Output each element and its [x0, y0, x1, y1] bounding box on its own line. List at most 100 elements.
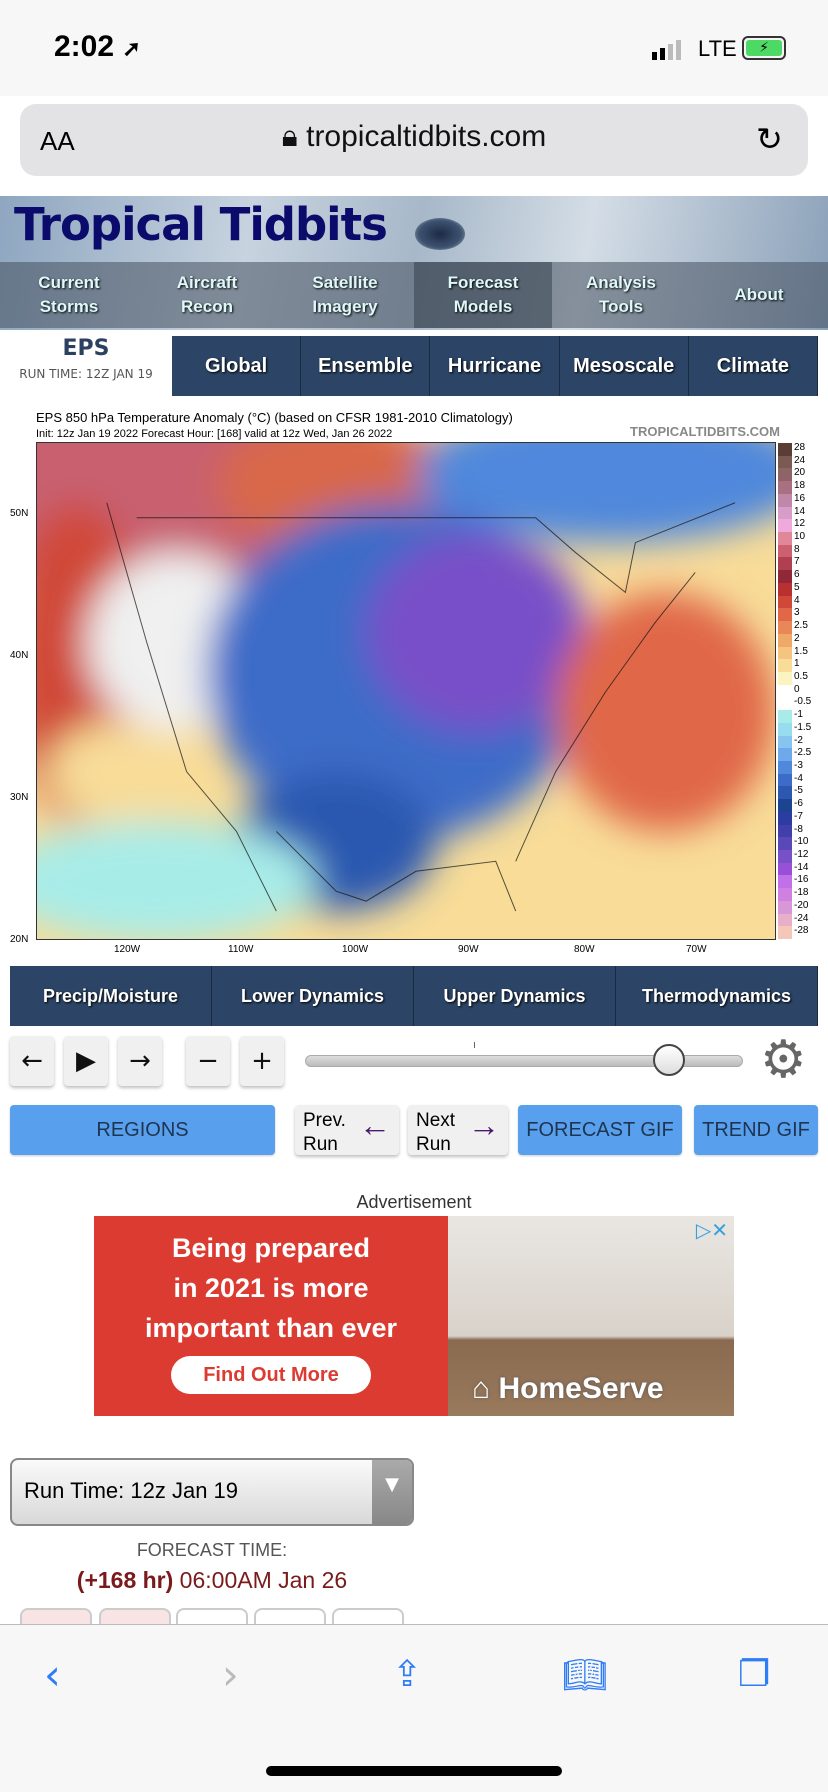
- colorbar-swatch: [778, 443, 792, 456]
- tab-upper-dynamics[interactable]: Upper Dynamics: [414, 966, 616, 1026]
- lon-label: 120W: [114, 944, 141, 955]
- colorbar-label: 1: [794, 658, 800, 670]
- colorbar-label: -16: [794, 874, 809, 886]
- colorbar-label: -28: [794, 925, 809, 937]
- zoom-in-button[interactable]: +: [240, 1036, 284, 1086]
- tab-mesoscale[interactable]: Mesoscale: [560, 336, 689, 396]
- colorbar-swatch: [778, 913, 792, 927]
- status-bar: [0, 0, 828, 96]
- ad-headline: important than ever: [144, 1313, 398, 1343]
- forecast-hour-slider[interactable]: [305, 1055, 743, 1067]
- colorbar-swatch: [778, 684, 792, 698]
- colorbar-swatch: [778, 760, 792, 774]
- colorbar-swatch: [778, 481, 792, 494]
- lon-label: 110W: [228, 944, 254, 955]
- colorbar-swatch: [778, 773, 792, 787]
- ad-close-icon[interactable]: ▷✕: [695, 1218, 728, 1242]
- colorbar-label: 5: [794, 581, 800, 593]
- nav-satellite-imagery[interactable]: Satellite Imagery: [312, 273, 378, 316]
- colorbar-label: 28: [794, 442, 806, 453]
- colorbar-swatch: [778, 837, 792, 850]
- gear-icon[interactable]: ⚙: [760, 1030, 807, 1090]
- colorbar-swatch: [778, 735, 792, 749]
- nav-forecast-models[interactable]: Forecast Models: [414, 262, 552, 328]
- colorbar-label: 16: [794, 492, 806, 504]
- colorbar-swatch: [778, 621, 792, 634]
- ad-brand: ⌂ HomeServe: [472, 1372, 664, 1405]
- prev-run-button[interactable]: Prev. Run ←: [295, 1105, 399, 1155]
- forward-icon[interactable]: ›: [222, 1650, 239, 1699]
- tab-lower-dynamics[interactable]: Lower Dynamics: [212, 966, 414, 1026]
- share-icon[interactable]: ⇪: [392, 1654, 423, 1695]
- colorbar-label: 0.5: [794, 670, 808, 682]
- nav-analysis-tools[interactable]: Analysis Tools: [586, 273, 656, 316]
- reload-icon[interactable]: ↻: [756, 120, 783, 158]
- colorbar-label: -8: [794, 823, 803, 835]
- colorbar-swatch: [778, 582, 792, 596]
- url-field[interactable]: 🔒︎ tropicaltidbits.com: [281, 120, 547, 153]
- colorbar-label: 4: [794, 594, 800, 606]
- lock-icon: 🔒︎: [281, 120, 298, 153]
- colorbar: [778, 443, 792, 940]
- colorbar-label: -14: [794, 861, 809, 873]
- network-type: LTE: [698, 36, 737, 61]
- tab-hurricane[interactable]: Hurricane: [430, 336, 560, 396]
- tabs-icon[interactable]: ❐: [738, 1654, 771, 1695]
- tab-global[interactable]: Global: [172, 336, 302, 396]
- colorbar-label: -1: [794, 709, 803, 721]
- text-size-button[interactable]: AA: [40, 126, 75, 156]
- play-button[interactable]: ▶: [64, 1036, 108, 1086]
- zoom-out-button[interactable]: −: [186, 1036, 230, 1086]
- lon-label: 80W: [574, 944, 595, 955]
- next-frame-button[interactable]: →: [118, 1036, 162, 1086]
- trend-gif-button[interactable]: TREND GIF: [694, 1105, 818, 1155]
- ad-cta-button[interactable]: Find Out More: [171, 1356, 371, 1394]
- regions-button[interactable]: REGIONS: [10, 1105, 275, 1155]
- site-logo[interactable]: Tropical Tidbits: [14, 198, 388, 251]
- hour-button[interactable]: [254, 1608, 326, 1638]
- colorbar-label: -12: [794, 849, 809, 860]
- temperature-anomaly-map[interactable]: [36, 442, 776, 940]
- colorbar-label: 3: [794, 607, 800, 619]
- tab-climate[interactable]: Climate: [689, 336, 819, 396]
- nav-current-storms[interactable]: Current Storms: [38, 273, 100, 316]
- colorbar-label: -1.5: [794, 721, 812, 733]
- forecast-gif-button[interactable]: FORECAST GIF: [518, 1105, 682, 1155]
- colorbar-label: 7: [794, 556, 800, 568]
- hour-button[interactable]: [332, 1608, 404, 1638]
- colorbar-swatch: [778, 659, 792, 672]
- slider-tick: [474, 1042, 475, 1048]
- run-time: RUN TIME: 12Z JAN 19: [19, 367, 153, 381]
- ad-image: ▷✕ ⌂ HomeServe: [448, 1216, 734, 1416]
- advertisement[interactable]: Being prepared in 2021 is more important…: [94, 1216, 734, 1416]
- colorbar-swatch: [778, 455, 792, 469]
- prev-frame-button[interactable]: ←: [10, 1036, 54, 1086]
- colorbar-label: -2: [794, 734, 803, 746]
- tab-ensemble[interactable]: Ensemble: [301, 336, 431, 396]
- back-icon[interactable]: ‹: [44, 1650, 61, 1699]
- ad-headline: in 2021 is more: [173, 1273, 369, 1303]
- slider-thumb[interactable]: [652, 1044, 685, 1076]
- tab-precip-moisture[interactable]: Precip/Moisture: [10, 966, 212, 1026]
- lon-label: 70W: [686, 944, 707, 955]
- colorbar-label: -10: [794, 836, 809, 848]
- colorbar-label: 14: [794, 505, 806, 517]
- nav-about[interactable]: About: [734, 285, 784, 304]
- location-arrow-icon: ➚: [122, 36, 141, 61]
- colorbar-swatch: [778, 722, 792, 736]
- nav-aircraft-recon[interactable]: Aircraft Recon: [176, 273, 238, 316]
- bookmarks-icon[interactable]: 📖︎: [562, 1655, 608, 1696]
- colorbar-swatch: [778, 710, 792, 723]
- ad-headline: Being prepared: [171, 1233, 371, 1263]
- next-run-button[interactable]: Next Run →: [408, 1105, 508, 1155]
- tab-thermodynamics[interactable]: Thermodynamics: [616, 966, 818, 1026]
- hurricane-eye-image: [415, 218, 465, 250]
- battery-charging-icon: ⚡: [742, 36, 786, 60]
- address-bar[interactable]: [20, 104, 808, 176]
- signal-icon: [652, 40, 681, 60]
- colorbar-swatch: [778, 811, 792, 825]
- hour-button[interactable]: [176, 1608, 248, 1638]
- model-header: EPS RUN TIME: 12Z JAN 19: [0, 336, 172, 381]
- run-time-select[interactable]: Run Time: 12z Jan 19 ▼: [10, 1458, 414, 1526]
- main-nav: Current Storms Aircraft Recon Satellite Ima…: [0, 262, 828, 328]
